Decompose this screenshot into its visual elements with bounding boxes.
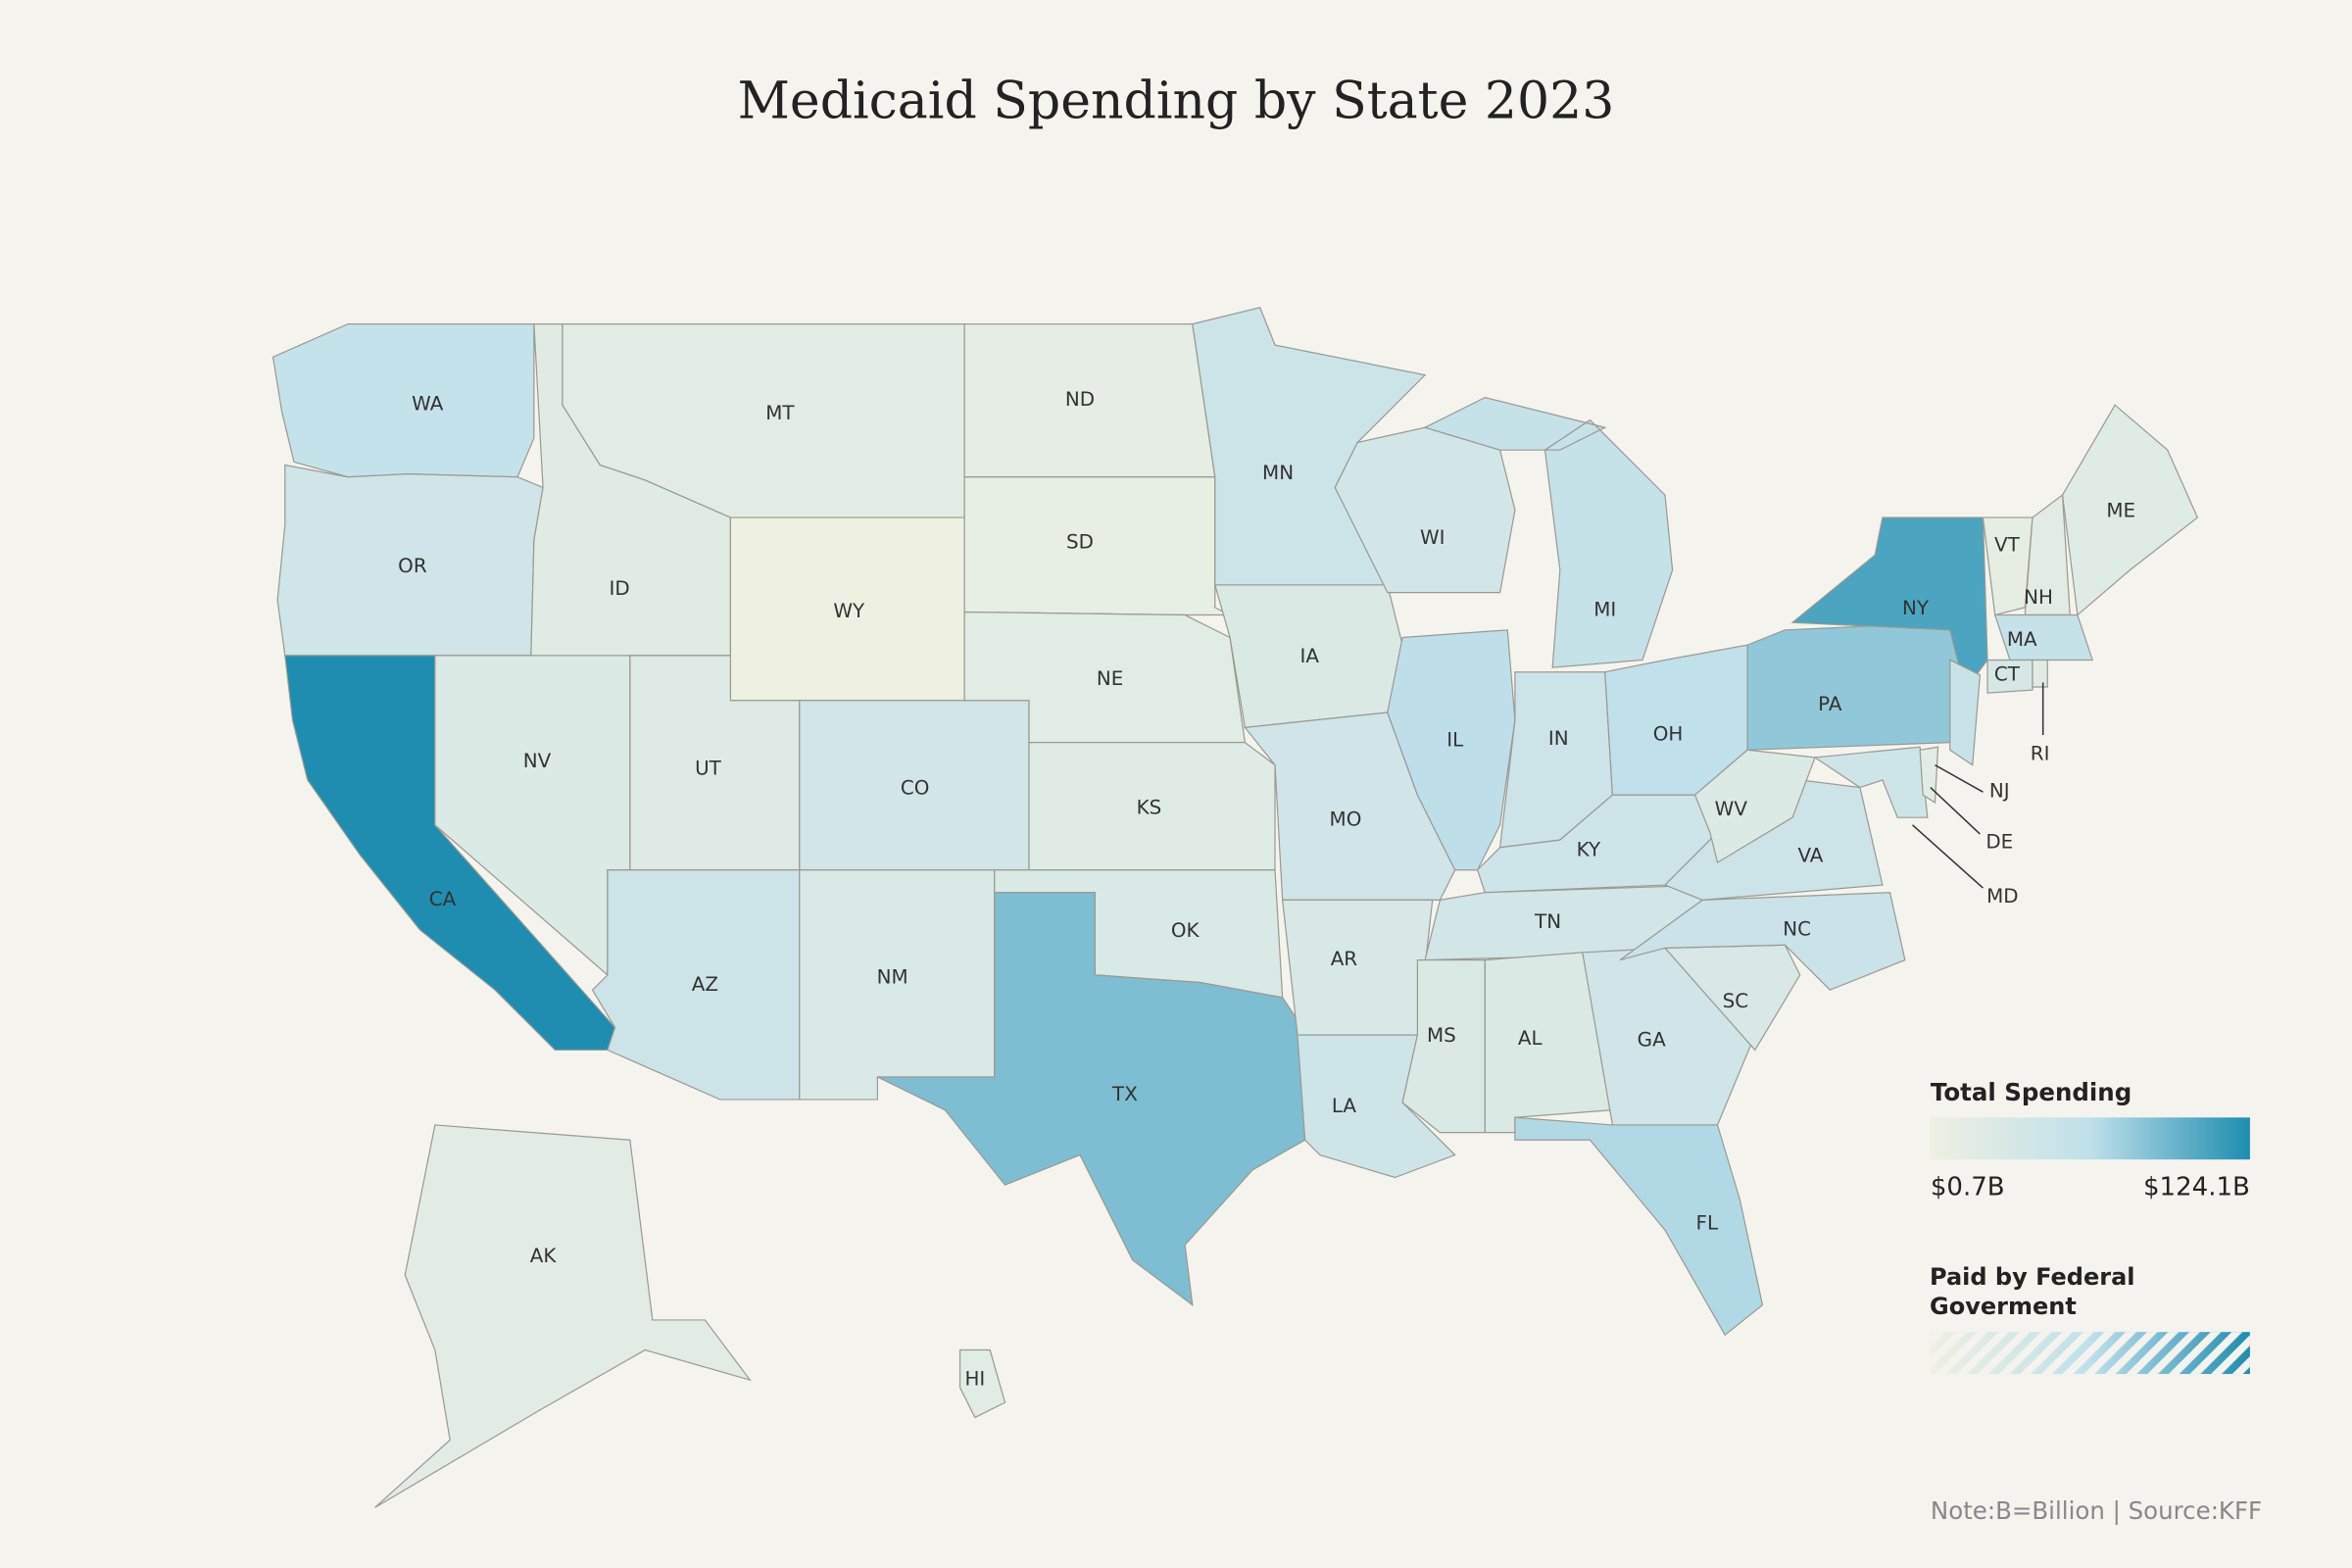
state-label: DE	[1985, 831, 2013, 854]
state	[1423, 396, 1674, 668]
hatch-title: Paid by Federal Goverment	[1930, 1263, 2135, 1320]
state-label: WV	[1715, 798, 1748, 820]
state-label: OH	[1653, 722, 1684, 745]
states: WA OR CA NV ID MT WY UT CO AZ NM ND SD NE KS OK TX MN IA MO…	[271, 307, 2199, 1508]
state-label: IL	[1446, 729, 1463, 752]
state-label: MT	[765, 402, 795, 424]
state-label: HI	[964, 1368, 985, 1391]
hatch-overlay	[1930, 1332, 2250, 1375]
state	[1919, 746, 1939, 804]
state	[2032, 659, 2048, 688]
state	[1986, 659, 2034, 694]
state-label: AL	[1518, 1027, 1543, 1050]
state-label: TN	[1534, 910, 1561, 933]
state-label: LA	[1332, 1095, 1357, 1117]
state-label: OK	[1171, 919, 1200, 942]
state-label: AR	[1331, 948, 1358, 970]
state-label: MO	[1330, 808, 1362, 831]
state-label: CO	[901, 777, 930, 800]
state-label: NY	[1902, 597, 1930, 619]
state	[1334, 426, 1516, 594]
map-layer: Medicaid Spending by State 2023 WA OR CA NV…	[271, 73, 2262, 1525]
state-label: NV	[523, 750, 552, 772]
state-label: KS	[1137, 796, 1162, 818]
state-label: ND	[1065, 388, 1095, 411]
legend-title: Total Spending	[1931, 1078, 2132, 1106]
state-label: IA	[1299, 645, 1319, 667]
state-label: TX	[1111, 1083, 1138, 1105]
state-label: VA	[1797, 844, 1823, 866]
state-label: UT	[695, 758, 722, 780]
note: Note:B=Billion | Source:KFF	[1931, 1496, 2262, 1525]
state-label: WY	[833, 600, 865, 622]
state-label: SC	[1723, 990, 1749, 1012]
state	[1993, 613, 2094, 662]
state-label: KY	[1577, 838, 1601, 860]
state	[1746, 621, 1974, 751]
state-label: NJ	[1989, 780, 2010, 803]
state-label: NE	[1097, 667, 1123, 690]
state-label: NM	[877, 965, 908, 988]
title: Medicaid Spending by State 2023	[738, 73, 1615, 131]
state-label: MS	[1427, 1024, 1456, 1047]
leader-line	[1930, 787, 1981, 835]
legend-gradient	[1930, 1117, 2250, 1160]
state-label: WA	[412, 393, 444, 416]
state-label: IN	[1548, 727, 1569, 750]
state	[374, 1124, 752, 1508]
state-label: CT	[1994, 662, 2021, 685]
state-label: FL	[1696, 1211, 1719, 1234]
state-label: NC	[1783, 917, 1811, 940]
leader-line	[1935, 763, 1984, 793]
state-label: MN	[1262, 462, 1294, 484]
state	[877, 892, 1306, 1306]
state-label: ME	[2106, 499, 2135, 521]
state	[1790, 516, 1988, 692]
state-label: MA	[2007, 628, 2037, 651]
state-label: GA	[1638, 1029, 1666, 1052]
state-label: NH	[2024, 586, 2053, 609]
legend-max: $124.1B	[2143, 1173, 2250, 1202]
state-label: MD	[1986, 885, 2018, 907]
state	[1514, 1116, 1764, 1337]
state-label: ID	[610, 577, 630, 600]
state-label: VT	[1994, 534, 2021, 557]
state-label: WI	[1420, 526, 1446, 549]
state	[958, 1348, 1006, 1419]
state	[963, 476, 1231, 616]
state-label: CA	[429, 888, 457, 910]
state-label: RI	[2031, 742, 2050, 764]
state-label: AZ	[692, 973, 718, 996]
state-label: AK	[530, 1245, 558, 1267]
state	[1619, 892, 1906, 991]
state-label: MI	[1593, 598, 1616, 620]
state	[1281, 899, 1434, 1036]
state-label: SD	[1066, 531, 1094, 554]
state-label: PA	[1818, 693, 1842, 715]
legend-min: $0.7B	[1931, 1173, 2005, 1202]
state	[1813, 746, 1929, 818]
state	[271, 322, 535, 478]
state-label: OR	[398, 555, 427, 577]
state	[1949, 659, 1982, 766]
leader-line	[1912, 824, 1984, 889]
state	[1028, 742, 1276, 871]
